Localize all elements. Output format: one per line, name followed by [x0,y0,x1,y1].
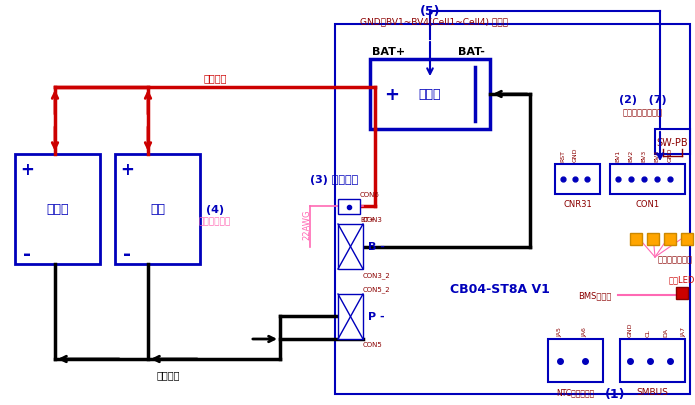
Text: +: + [120,161,134,179]
Text: BV1: BV1 [616,149,621,162]
Text: CON5: CON5 [363,341,383,347]
Bar [681,233,693,245]
Text: 紅色LED: 紅色LED [669,275,695,284]
Text: 主電流線: 主電流線 [203,73,227,83]
Bar [664,233,676,245]
Text: SW-PB: SW-PB [657,137,688,147]
Text: DA: DA [664,327,669,336]
Text: 短路保護解除按鈕: 短路保護解除按鈕 [623,108,663,117]
Bar [655,130,690,155]
Text: BV2: BV2 [628,149,634,162]
Text: NTC溫度感測器: NTC溫度感測器 [557,387,595,396]
Text: -: - [23,245,31,264]
Bar [630,233,642,245]
Bar [338,200,360,215]
Bar [115,155,200,264]
Bar [548,339,603,382]
Bar [335,25,690,394]
Text: 負載: 負載 [150,203,165,216]
Bar [676,287,688,299]
Text: CON1: CON1 [635,200,660,209]
Bar [610,164,685,194]
Bar [15,155,100,264]
Text: P -: P - [368,312,384,322]
Text: GND: GND [628,322,632,336]
Text: 電池平衡指示燈: 電池平衡指示燈 [658,255,693,264]
Text: BV3: BV3 [641,149,646,162]
Text: CB04-ST8A V1: CB04-ST8A V1 [450,283,550,296]
Text: (2)   (7): (2) (7) [619,95,667,105]
Text: RST: RST [560,149,566,162]
Text: JA5: JA5 [557,326,562,336]
Text: JA7: JA7 [682,326,687,336]
Text: BT+: BT+ [360,216,375,222]
Text: BMS運作燈: BMS運作燈 [578,291,612,300]
Text: 22AWG: 22AWG [302,209,311,240]
Text: (5): (5) [420,6,440,19]
Text: CON3_2: CON3_2 [363,271,391,278]
Bar [555,164,600,194]
Text: -: - [123,245,131,264]
Text: +: + [20,161,34,179]
Text: 電池包: 電池包 [419,88,441,101]
Text: (4): (4) [206,205,224,215]
Text: 充電器: 充電器 [47,203,69,216]
Text: +: + [384,86,400,104]
Text: (3) 主電流線: (3) 主電流線 [310,175,358,185]
Bar [370,60,490,130]
Text: BAT+: BAT+ [372,47,405,57]
Bar [338,294,363,339]
Text: BAT-: BAT- [458,47,485,57]
Bar [338,224,363,269]
Text: GND: GND [573,147,578,162]
Bar [620,339,685,382]
Text: CL: CL [646,328,651,336]
Text: SMBUS: SMBUS [637,387,669,396]
Bar [647,233,659,245]
Text: CON5_2: CON5_2 [363,286,391,292]
Text: CNR31: CNR31 [563,200,592,209]
Text: GND．BV1~BV4(Cell1~Cell4) 感測線: GND．BV1~BV4(Cell1~Cell4) 感測線 [360,17,508,26]
Text: CON3: CON3 [363,216,383,222]
Text: 主電流線: 主電流線 [156,369,180,379]
Text: B -: B - [368,242,385,252]
Text: CON6: CON6 [360,192,380,198]
Text: JA6: JA6 [582,326,587,336]
Text: BV4: BV4 [655,149,660,162]
Text: GND: GND [667,147,673,162]
Text: (1): (1) [605,388,626,401]
Text: 反電動勢接線: 反電動勢接線 [199,217,231,226]
